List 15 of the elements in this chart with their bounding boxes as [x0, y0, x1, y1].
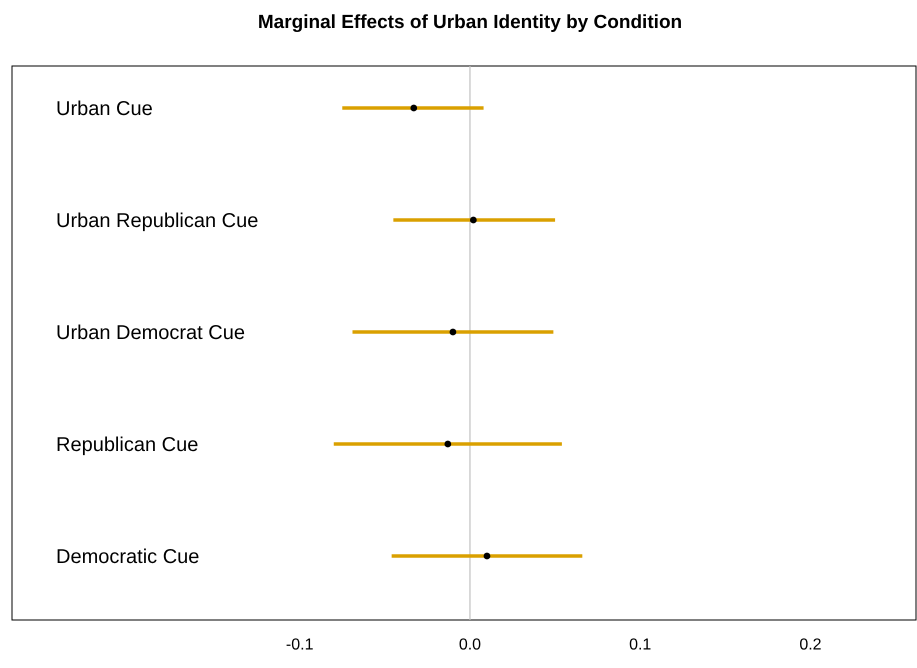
y-tick-label: Urban Republican Cue — [56, 210, 258, 232]
x-tick-label: 0.2 — [799, 636, 822, 654]
x-tick-label: 0.1 — [629, 636, 652, 654]
point — [484, 552, 490, 560]
y-tick-label: Democratic Cue — [56, 546, 200, 568]
x-tick-label: -0.1 — [286, 636, 314, 654]
chart-title: Marginal Effects of Urban Identity by Condition — [258, 12, 682, 33]
point — [444, 440, 452, 448]
y-tick-label: Republican Cue — [56, 434, 198, 456]
point — [470, 216, 477, 224]
y-tick-label: Urban Democrat Cue — [56, 322, 245, 344]
y-tick-label: Urban Cue — [56, 98, 153, 120]
x-tick-label: 0.0 — [458, 636, 482, 654]
point — [450, 328, 456, 336]
point — [410, 104, 418, 112]
